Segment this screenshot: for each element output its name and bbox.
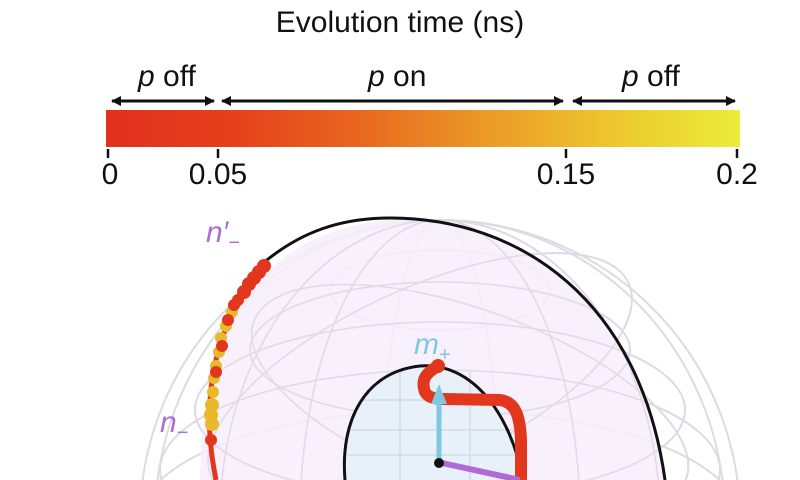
bloch-sphere xyxy=(141,216,739,480)
colorbar-ticks xyxy=(106,149,739,158)
outer-trajectory xyxy=(204,259,271,480)
m-plus-arrowhead xyxy=(431,384,447,404)
phase-label-p-off-2: p off xyxy=(622,60,680,93)
tick-label-0: 0 xyxy=(101,158,119,191)
phase-label-p-off-1: p off xyxy=(138,60,196,93)
tick-label-0-05: 0.05 xyxy=(188,158,248,191)
sphere-center-dot xyxy=(434,458,444,468)
label-n-prime-minus: n′− xyxy=(206,216,240,254)
tick-label-0-2: 0.2 xyxy=(716,158,758,191)
evolution-time-colorbar xyxy=(106,110,740,147)
label-n-minus: n− xyxy=(160,406,189,444)
purple-vector xyxy=(441,460,521,480)
label-m-plus: m+ xyxy=(414,328,451,366)
outer-contour xyxy=(261,216,667,480)
phase-label-p-on: p on xyxy=(368,60,427,93)
colorbar-title: Evolution time (ns) xyxy=(275,6,525,39)
outer-region xyxy=(200,219,665,480)
tick-label-0-15: 0.15 xyxy=(536,158,596,191)
inner-contour xyxy=(342,364,525,480)
